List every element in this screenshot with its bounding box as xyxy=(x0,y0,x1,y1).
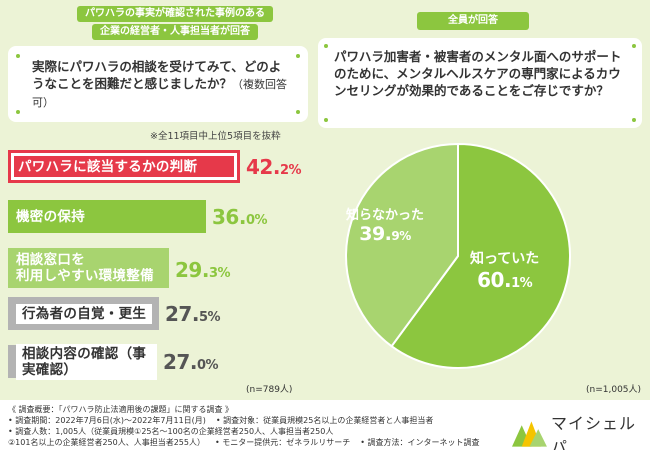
pie-slice-unknown xyxy=(345,142,459,348)
footer-text: • 調査対象：従業員規模25名以上の企業経営者と人事担当者 xyxy=(215,416,434,425)
left-sample-size: (n=789人) xyxy=(246,385,293,395)
pie-label-known: 知っていた 60.1% xyxy=(470,248,539,292)
bar-fill: パワハラに該当するかの判断 xyxy=(14,156,234,177)
left-respondent-tag: パワハラの事実が確認された事例のある 企業の経営者・人事担当者が回答 xyxy=(40,6,310,42)
pie-label-unknown-name: 知らなかった xyxy=(346,208,425,223)
pie-value-unit: % xyxy=(519,276,533,291)
left-tag-line-1: パワハラの事実が確認された事例のある xyxy=(77,6,273,22)
left-question-sub: （複数回答可） xyxy=(32,78,288,109)
right-respondent-tag: 全員が回答 xyxy=(417,12,529,30)
survey-footer: 《 調査概要：「パワハラ防止法適用後の課題」に関する調査 》 • 調査期間：20… xyxy=(8,404,508,448)
corner-dot-icon xyxy=(324,44,328,48)
pie-slice-known xyxy=(390,142,571,369)
corner-dot-icon xyxy=(16,110,20,114)
bar-mark: 機密の保持 xyxy=(8,200,206,233)
bar-value-label: 27.5% xyxy=(165,302,221,326)
footer-row: 《 調査概要：「パワハラ防止法適用後の課題」に関する調査 》 xyxy=(8,404,508,415)
corner-dot-icon xyxy=(632,44,636,48)
footer-text: • 調査期間：2022年7月6日(水)～2022年7月11日(月) xyxy=(8,416,206,425)
corner-dot-icon xyxy=(296,54,300,58)
logo-text: マイシェルパ xyxy=(550,414,636,450)
left-tag-line-2: 企業の経営者・人事担当者が回答 xyxy=(92,24,258,40)
footer-text: • 調査人数：1,005人（従業員規模①25名～100名の企業経営者250人、人… xyxy=(8,427,334,436)
right-question-box: パワハラ加害者・被害者のメンタル面へのサポートのために、メンタルヘルスケアの専門… xyxy=(318,38,642,128)
top5-note: ※全11項目中上位5項目を抜粋 xyxy=(150,131,281,142)
bar-label: 相談窓口を 利用しやすい環境整備 xyxy=(16,252,154,284)
corner-dot-icon xyxy=(632,118,636,122)
bar-label: 行為者の自覚・更生 xyxy=(16,303,153,324)
pie-value-int: 39. xyxy=(359,223,392,245)
bar-value-label: 29.3% xyxy=(175,258,231,282)
footer-row: • 調査人数：1,005人（従業員規模①25名～100名の企業経営者250人、人… xyxy=(8,426,508,437)
corner-dot-icon xyxy=(296,110,300,114)
bar-mark: パワハラに該当するかの判断 xyxy=(8,150,240,183)
pie-chart-svg xyxy=(345,142,571,369)
bar-label: パワハラに該当するかの判断 xyxy=(18,158,198,175)
pie-value-dec: 9 xyxy=(391,229,400,243)
bar-value-label: 27.0% xyxy=(163,350,219,374)
bar-value-label: 36.0% xyxy=(212,205,268,229)
bar-label: 機密の保持 xyxy=(16,208,85,225)
bar-mark: 相談窓口を 利用しやすい環境整備 xyxy=(8,248,169,288)
pie-chart: 知っていた 60.1% 知らなかった 39.9% xyxy=(342,140,574,372)
pie-label-known-name: 知っていた xyxy=(470,251,540,267)
pie-label-unknown: 知らなかった 39.9% xyxy=(346,204,424,245)
pie-label-known-value: 60.1% xyxy=(470,268,539,292)
footer-text: ②101名以上の企業経営者250人、人事担当者255人） xyxy=(8,438,205,447)
pie-label-unknown-value: 39.9% xyxy=(346,223,424,245)
bar-label: 相談内容の確認（事実確認） xyxy=(16,343,157,380)
pie-value-dec: 1 xyxy=(511,276,520,291)
logo: マイシェルパ xyxy=(512,410,650,450)
left-question-box: 実際にパワハラの相談を受けてみて、どのようなことを困難だと感じましたか？（複数回… xyxy=(8,46,308,122)
left-question-text: 実際にパワハラの相談を受けてみて、どのようなことを困難だと感じましたか？ xyxy=(32,59,282,91)
mountain-logo-icon xyxy=(512,421,547,447)
footer-text: • 調査方法：インターネット調査 xyxy=(360,438,480,447)
right-question-text: パワハラ加害者・被害者のメンタル面へのサポートのために、メンタルヘルスケアの専門… xyxy=(334,49,622,98)
pie-value-unit: % xyxy=(399,229,411,243)
bar-mark: 相談内容の確認（事実確認） xyxy=(8,343,157,380)
footer-text: • モニター提供元：ゼネラルリサーチ xyxy=(214,438,351,447)
footer-text: 《 調査概要：「パワハラ防止法適用後の課題」に関する調査 》 xyxy=(8,405,234,414)
bar-mark: 行為者の自覚・更生 xyxy=(8,297,159,330)
footer-row: ②101名以上の企業経営者250人、人事担当者255人） • モニター提供元：ゼネ… xyxy=(8,437,508,448)
footer-row: • 調査期間：2022年7月6日(水)～2022年7月11日(月) • 調査対象：… xyxy=(8,415,508,426)
corner-dot-icon xyxy=(16,54,20,58)
right-sample-size: (n=1,005人) xyxy=(586,385,642,395)
pie-value-int: 60. xyxy=(477,268,512,292)
corner-dot-icon xyxy=(324,118,328,122)
bar-value-label: 42.2% xyxy=(246,155,302,179)
